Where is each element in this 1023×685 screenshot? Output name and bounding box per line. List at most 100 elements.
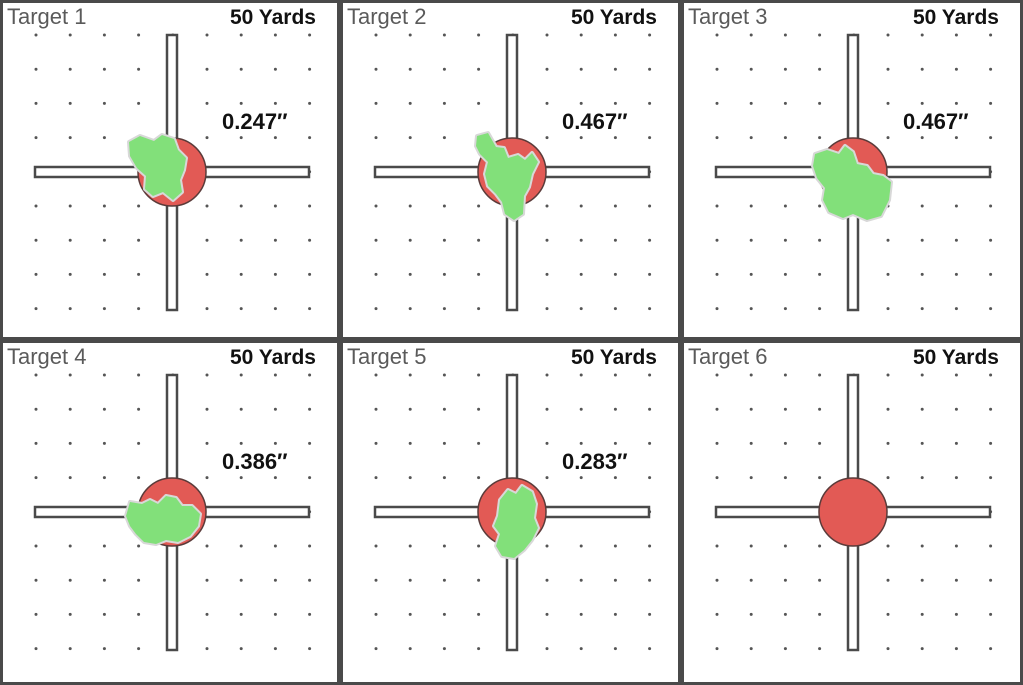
grid-dot (239, 612, 243, 616)
panel-border (683, 2, 1021, 338)
target-graphic-3 (683, 2, 1021, 338)
grid-dot (613, 272, 617, 276)
grid-dot (308, 204, 312, 208)
grid-dot (545, 407, 549, 411)
grid-dot (749, 101, 753, 105)
grid-dot (477, 204, 481, 208)
target-label: Target 5 (347, 344, 427, 369)
target-panel-1: Target 1 50 Yards 0.247″ (2, 2, 338, 338)
group-size: 0.386″ (222, 449, 288, 474)
grid-dot (442, 578, 446, 582)
bullet-hole-group (126, 496, 200, 544)
grid-dot (613, 136, 617, 140)
grid-dot (648, 238, 652, 242)
grid-dot (920, 204, 924, 208)
grid-dot (715, 612, 719, 616)
grid-dot (374, 407, 378, 411)
grid-dot (783, 101, 787, 105)
grid-dot (68, 373, 72, 377)
grid-dot (374, 33, 378, 37)
grid-dot (68, 136, 72, 140)
grid-dot (374, 612, 378, 616)
grid-dot (579, 307, 583, 311)
grid-dot (954, 272, 958, 276)
grid-dot (34, 441, 38, 445)
distance-label: 50 Yards (570, 346, 657, 369)
grid-dot (613, 373, 617, 377)
grid-dot (818, 101, 822, 105)
grid-dot (886, 647, 890, 651)
grid-dot (545, 307, 549, 311)
grid-dot (783, 373, 787, 377)
grid-dot (886, 407, 890, 411)
grid-dot (749, 578, 753, 582)
grid-dot (648, 204, 652, 208)
grid-dot (715, 307, 719, 311)
grid-dot (273, 272, 277, 276)
grid-dot (102, 33, 106, 37)
grid-dot (613, 204, 617, 208)
grid-dot (648, 544, 652, 548)
grid-dot (34, 101, 38, 105)
grid-dot (68, 33, 72, 37)
grid-dot (374, 578, 378, 582)
bullet-hole-group (494, 486, 538, 558)
grid-dot (68, 578, 72, 582)
grid-dot (989, 136, 993, 140)
grid-dot (273, 407, 277, 411)
grid-dot (545, 238, 549, 242)
grid-dot (273, 67, 277, 71)
grid-dot (920, 67, 924, 71)
grid-dot (273, 441, 277, 445)
grid-dot (818, 33, 822, 37)
grid-dot (477, 238, 481, 242)
grid-dot (715, 476, 719, 480)
grid-dot (715, 238, 719, 242)
grid-dot (715, 33, 719, 37)
grid-dot (954, 33, 958, 37)
grid-dot (954, 238, 958, 242)
grid-dot (818, 67, 822, 71)
grid-dot (34, 647, 38, 651)
target-label: Target 1 (7, 4, 87, 29)
grid-dot (783, 612, 787, 616)
grid-dot (308, 136, 312, 140)
grid-dot (68, 441, 72, 445)
grid-dot (102, 101, 106, 105)
grid-dot (408, 272, 412, 276)
panel-border (342, 2, 679, 338)
grid-dot (477, 441, 481, 445)
grid-dot (374, 136, 378, 140)
distance-label: 50 Yards (912, 346, 999, 369)
grid-dot (308, 67, 312, 71)
grid-dot (648, 307, 652, 311)
grid-dot (886, 272, 890, 276)
grid-dot (34, 238, 38, 242)
target-panel-2: Target 2 50 Yards 0.467″ (342, 2, 679, 338)
grid-dot (408, 373, 412, 377)
grid-dot (954, 441, 958, 445)
grid-dot (102, 373, 106, 377)
grid-dot (239, 373, 243, 377)
grid-dot (273, 373, 277, 377)
grid-dot (920, 33, 924, 37)
grid-dot (205, 33, 209, 37)
grid-dot (102, 441, 106, 445)
grid-dot (68, 544, 72, 548)
grid-dot (783, 578, 787, 582)
grid-dot (818, 647, 822, 651)
grid-dot (102, 647, 106, 651)
grid-dot (477, 407, 481, 411)
grid-dot (579, 407, 583, 411)
grid-dot (408, 67, 412, 71)
grid-dot (954, 136, 958, 140)
grid-dot (477, 476, 481, 480)
grid-dot (239, 238, 243, 242)
grid-dot (205, 101, 209, 105)
grid-dot (648, 407, 652, 411)
grid-dot (308, 272, 312, 276)
grid-dot (749, 136, 753, 140)
grid-dot (308, 407, 312, 411)
grid-dot (749, 307, 753, 311)
grid-dot (34, 136, 38, 140)
